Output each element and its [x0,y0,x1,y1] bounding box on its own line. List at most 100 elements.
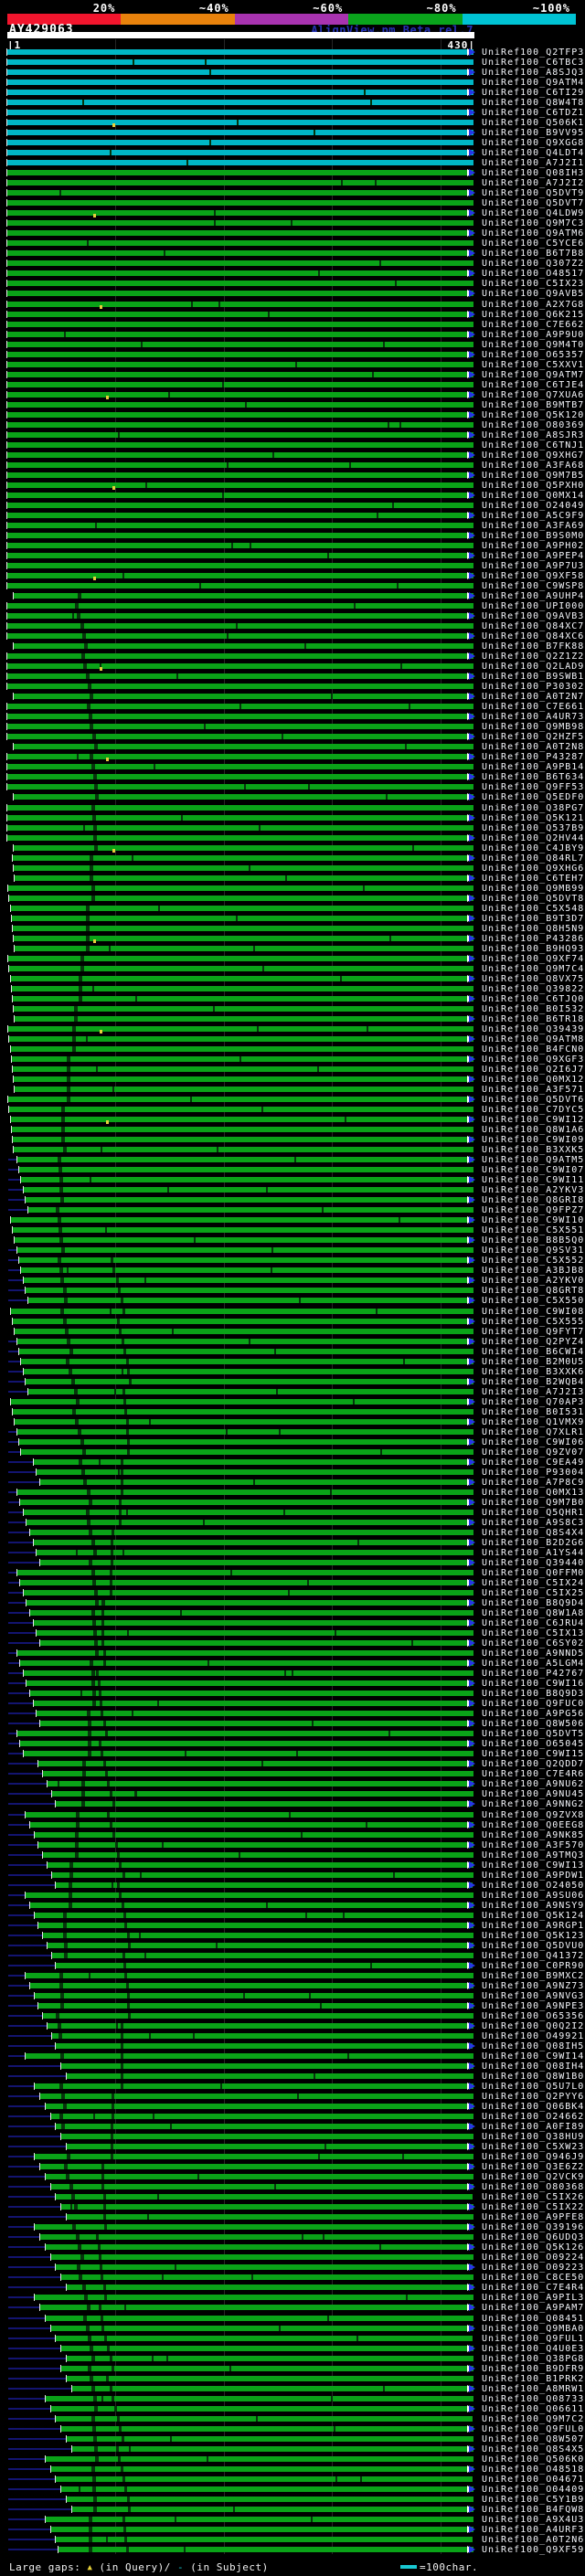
subject-lead-line [8,1995,35,1997]
hit-extends-arrow-icon [469,1277,475,1284]
bar-start-tick [6,652,7,660]
hit-bar [26,2053,473,2059]
bar-start-tick [55,2335,56,2342]
hit-bar [7,543,473,548]
gap-tick [271,1247,273,1253]
query-gap-marker [112,123,115,127]
gap-tick [126,1983,129,1988]
hit-label: UniRef100_C4JBY9 [482,843,585,853]
gap-tick [111,1257,113,1263]
gap-tick [121,2083,123,2089]
hit-extends-arrow-icon [469,69,475,76]
gap-tick [64,1943,68,1948]
hit-label: UniRef100_A5C9F9 [482,511,585,521]
bar-start-tick [7,885,8,892]
gap-tick [59,1267,63,1273]
hit-bar [19,1257,473,1263]
hit-label: UniRef100_Q5K121 [482,813,585,823]
bar-start-tick [6,431,7,439]
gap-tick [380,1449,382,1455]
hit-label: UniRef100_Q9M7C4 [482,964,585,974]
hit-label: UniRef100_Q9FUC0 [482,1699,585,1709]
gap-tick [111,2144,113,2149]
subject-lead-line [8,2075,67,2077]
hit-extends-arrow-icon [469,1156,475,1163]
gap-tick [409,704,410,709]
gap-tick [75,1852,79,1858]
gap-tick [144,1277,146,1283]
hit-label: UniRef100_A2YKV0 [482,1276,585,1286]
bar-start-tick [29,1821,30,1829]
hit-label: UniRef100_A3F570 [482,1840,585,1850]
gap-tick [92,1701,96,1706]
subject-lead-line [8,1803,56,1805]
gap-tick [100,2264,102,2270]
hit-label: UniRef100_C9WI14 [482,2051,585,2062]
gap-tick [101,2274,103,2280]
gridline [332,39,333,2554]
subject-lead-line [8,1371,24,1373]
gap-tick [63,1288,67,1293]
hit-label: UniRef100_Q9ATM6 [482,228,585,239]
gap-tick [74,1006,78,1012]
gap-tick [388,1731,390,1736]
gap-tick [71,1379,75,1384]
hit-label: UniRef100_Q38PG8 [482,2354,585,2364]
gap-tick [72,1026,76,1032]
bar-start-tick [50,2526,51,2533]
bar-start-tick [13,1146,14,1153]
gap-tick [64,1298,68,1303]
subject-lead-line [8,2317,45,2319]
hit-bar [7,260,473,266]
hit-bar [48,1943,473,1948]
gap-tick [412,845,414,851]
hit-label: UniRef100_Q5EDF0 [482,792,585,802]
gap-tick [91,2356,95,2361]
hit-label: UniRef100_Q5DVT8 [482,894,585,904]
subject-lead-line [8,2478,56,2480]
subject-lead-line [8,1682,27,1684]
bar-start-tick [13,592,14,599]
bar-start-tick [6,411,7,419]
hit-extends-arrow-icon [469,2203,475,2210]
hit-label: UniRef100_B7FK88 [482,641,585,652]
hit-extends-arrow-icon [469,1035,475,1043]
hit-extends-arrow-icon [469,492,475,499]
hit-bar [67,2144,473,2149]
hit-label: UniRef100_O04409 [482,2485,585,2495]
hit-extends-arrow-icon [469,1639,475,1647]
hit-extends-arrow-icon [469,733,475,740]
bar-start-tick [66,2496,67,2503]
hit-label: UniRef100_Q2HV44 [482,833,585,843]
hit-label: UniRef100_Q2PYZ4 [482,1337,585,1347]
gap-tick [94,784,98,790]
subject-lead-line [8,1361,21,1362]
hit-extends-arrow-icon [469,572,475,579]
bar-start-tick [23,1670,24,1677]
hit-label: UniRef100_P42767 [482,1669,585,1679]
hit-label: UniRef100_C5IX25 [482,1588,585,1598]
bar-start-tick [20,1358,21,1365]
gap-tick [175,2264,176,2270]
hit-label: UniRef100_Q9MBA0 [482,2324,585,2334]
hit-extends-arrow-icon [469,915,475,922]
subject-lead-line [8,2276,61,2278]
hit-label: UniRef100_C5IX13 [482,1628,585,1638]
hit-bar [14,643,473,649]
hit-bar [38,2003,473,2009]
hit-bar [19,1167,473,1172]
subject-lead-line [8,1985,30,1987]
hit-label: UniRef100_Q9XF59 [482,2545,585,2555]
gap-tick [399,1217,400,1223]
subject-lead-line [8,1773,43,1775]
gap-tick [103,1600,105,1606]
hit-label: UniRef100_A0FI89 [482,2122,585,2132]
gap-tick [93,2114,95,2119]
gap-tick [379,2244,381,2250]
gap-tick [92,2476,96,2482]
gap-tick [59,1237,63,1243]
gap-tick [121,2033,123,2039]
gap-tick [94,845,98,851]
hit-extends-arrow-icon [469,2284,475,2291]
hit-bar [24,1751,473,1756]
